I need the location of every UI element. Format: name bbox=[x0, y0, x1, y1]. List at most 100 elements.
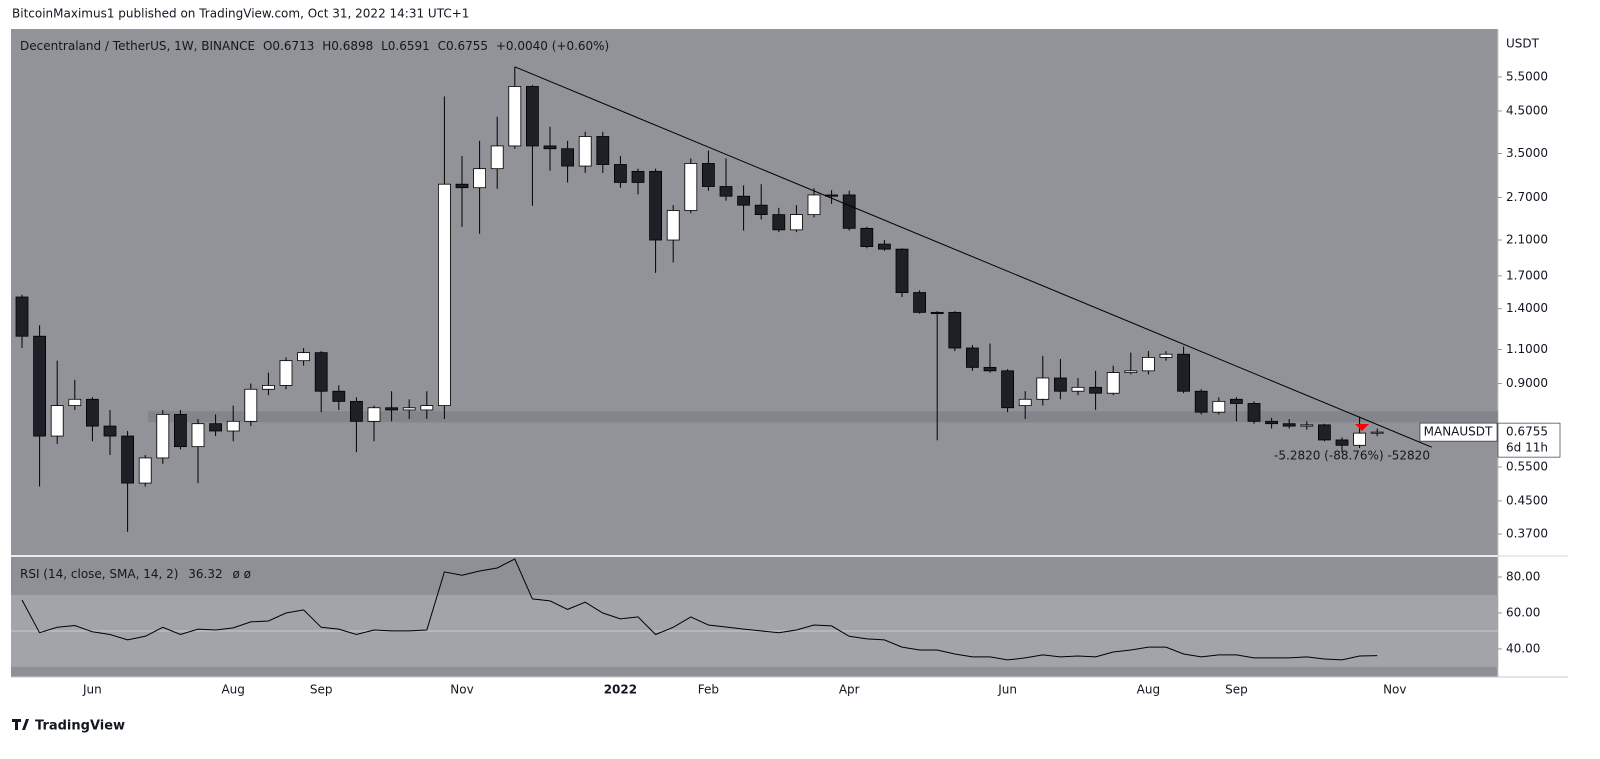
y-tick-label: 0.9000 bbox=[1506, 376, 1548, 390]
candle-body bbox=[1142, 357, 1155, 372]
y-tick-label: 1.1000 bbox=[1506, 342, 1548, 356]
candle-body bbox=[1071, 386, 1085, 392]
rsi-value: 36.32 bbox=[188, 567, 222, 581]
x-tick-label: Aug bbox=[1137, 683, 1160, 697]
x-tick-label: 2022 bbox=[604, 683, 637, 697]
candle-body bbox=[473, 168, 487, 189]
candle-body bbox=[15, 296, 29, 337]
candle-body bbox=[1018, 398, 1032, 407]
candle-body bbox=[191, 423, 205, 448]
y-tick-label: 60.00 bbox=[1506, 605, 1540, 619]
x-tick-label: Nov bbox=[1383, 683, 1406, 697]
candle-body bbox=[1230, 398, 1243, 404]
candle-body bbox=[261, 385, 275, 390]
candle-body bbox=[1318, 424, 1331, 441]
candle-body bbox=[930, 311, 944, 315]
candle-body bbox=[1247, 403, 1261, 422]
symbol-title: Decentraland / TetherUS, 1W, BINANCE bbox=[20, 39, 255, 53]
candle-body bbox=[508, 86, 522, 147]
candle-body bbox=[649, 170, 662, 241]
candle-body bbox=[1265, 420, 1278, 425]
candle-body bbox=[1124, 370, 1138, 373]
candle-body bbox=[631, 170, 645, 183]
candle-body bbox=[1177, 353, 1190, 392]
x-tick-label: Aug bbox=[221, 683, 244, 697]
candle-body bbox=[173, 414, 187, 448]
low-value: 0.6591 bbox=[388, 39, 430, 53]
x-tick-label: Sep bbox=[310, 683, 333, 697]
signal-arrow bbox=[1355, 424, 1369, 431]
candle-body bbox=[737, 195, 750, 206]
trendline bbox=[514, 66, 1432, 448]
candle-body bbox=[226, 420, 240, 432]
support-zone bbox=[148, 411, 1498, 423]
candle-body bbox=[526, 86, 539, 147]
candle-body bbox=[156, 414, 170, 459]
y-tick-label: 0.3700 bbox=[1506, 527, 1548, 541]
y-tick-label: 4.5000 bbox=[1506, 103, 1548, 117]
candle-body bbox=[490, 145, 504, 170]
candle-body bbox=[33, 335, 46, 437]
candle-body bbox=[50, 405, 64, 437]
logo-icon bbox=[12, 719, 29, 730]
y-tick-label: 1.7000 bbox=[1506, 268, 1548, 282]
rsi-legend: RSI (14, close, SMA, 14, 2) 36.32 ø ø bbox=[20, 567, 251, 581]
countdown: 6d 11h bbox=[1506, 441, 1548, 455]
candle-body bbox=[349, 400, 363, 422]
candle-body bbox=[895, 248, 909, 293]
candle-body bbox=[614, 164, 627, 183]
y-tick-label: 0.5500 bbox=[1506, 459, 1548, 473]
candle-body bbox=[1335, 439, 1349, 446]
symbol-label: MANAUSDT bbox=[1424, 425, 1493, 439]
y-tick-label: 40.00 bbox=[1506, 641, 1540, 655]
candle-body bbox=[543, 145, 557, 150]
candle-body bbox=[702, 163, 715, 187]
candle-body bbox=[1159, 353, 1173, 358]
publish-info: BitcoinMaximus1 published on TradingView… bbox=[12, 7, 469, 21]
close-value: 0.6755 bbox=[446, 39, 488, 53]
y-tick-label: 2.7000 bbox=[1506, 190, 1548, 204]
x-tick-label: Jun bbox=[82, 683, 102, 697]
brand: TradingView bbox=[35, 719, 125, 734]
footer-logo: TradingView bbox=[12, 719, 125, 734]
candle-body bbox=[209, 423, 223, 432]
legend: Decentraland / TetherUS, 1W, BINANCE O0.… bbox=[20, 39, 609, 53]
candle-body bbox=[455, 183, 469, 189]
x-tick-label: Apr bbox=[839, 683, 860, 697]
candle-body bbox=[754, 204, 768, 216]
candle-body bbox=[332, 390, 346, 402]
y-tick-label: 0.4500 bbox=[1506, 493, 1548, 507]
y-tick-label: 80.00 bbox=[1506, 569, 1540, 583]
candle-body bbox=[1036, 377, 1050, 400]
price-box bbox=[1497, 422, 1561, 458]
candle-body bbox=[244, 388, 258, 422]
candle-body bbox=[402, 407, 416, 411]
candle-body bbox=[1282, 423, 1296, 427]
candle-body bbox=[666, 210, 680, 241]
high-value: 0.6898 bbox=[331, 39, 373, 53]
candle-body bbox=[1370, 431, 1384, 434]
y-tick-label: 3.5000 bbox=[1506, 146, 1548, 160]
candle-body bbox=[1300, 424, 1314, 427]
ohlc-letter: O bbox=[263, 39, 272, 53]
candle-body bbox=[719, 186, 733, 197]
candle-body bbox=[1054, 377, 1067, 392]
y-tick-label: 1.4000 bbox=[1506, 301, 1548, 315]
candle-body bbox=[1353, 432, 1366, 446]
candle-body bbox=[385, 407, 399, 411]
candle-body bbox=[966, 347, 979, 368]
x-tick-label: Feb bbox=[698, 683, 719, 697]
change: +0.0040 (+0.60%) bbox=[496, 39, 609, 53]
candle-body bbox=[983, 366, 997, 372]
measure-label: -5.2820 (-88.76%) -52820 bbox=[1274, 449, 1430, 463]
candle-body bbox=[437, 183, 451, 407]
candle-body bbox=[578, 136, 592, 167]
rsi-extra: ø ø bbox=[232, 567, 251, 581]
candle-body bbox=[684, 163, 698, 211]
open-value: 0.6713 bbox=[272, 39, 314, 53]
candle-body bbox=[948, 311, 962, 349]
candle-body bbox=[807, 194, 821, 216]
candle-body bbox=[860, 227, 874, 247]
